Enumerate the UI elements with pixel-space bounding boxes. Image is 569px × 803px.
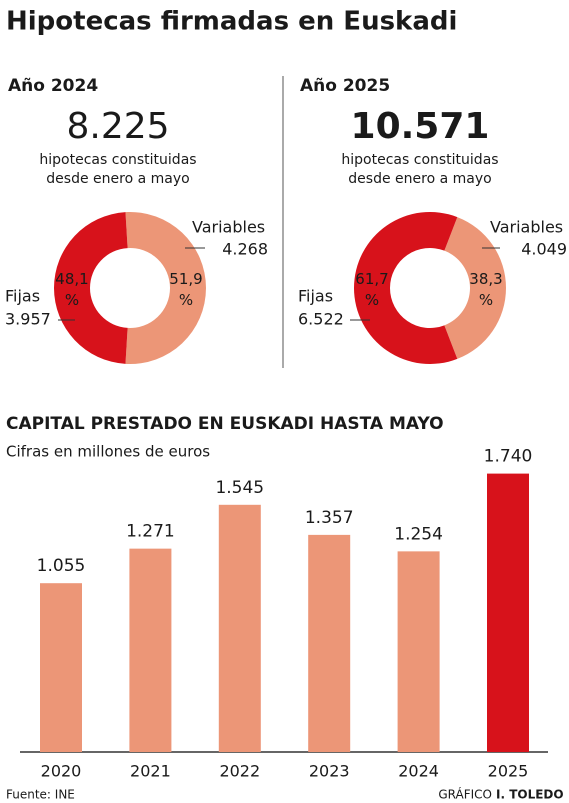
panel-title: Año 2024 [8,76,98,96]
value-label: 1.254 [394,524,443,544]
category-label: Fijas [298,287,333,306]
credit-label: GRÁFICO [438,787,492,802]
donut-slice [444,217,506,359]
count-label: 6.522 [298,310,344,329]
x-tick-label: 2022 [219,762,260,781]
value-label: 1.357 [305,508,354,528]
category-label: Variables [490,218,563,237]
panel-subtitle: desde enero a mayo [46,171,189,187]
x-tick-label: 2025 [488,762,529,781]
value-label: 1.055 [37,556,86,576]
bar [218,504,261,752]
x-tick-label: 2024 [398,762,439,781]
chart-subtitle: Cifras en millones de euros [6,443,210,461]
x-tick-label: 2023 [309,762,350,781]
chart-title: CAPITAL PRESTADO EN EUSKADI HASTA MAYO [6,414,444,434]
donut-slice [125,212,206,364]
bar [397,551,440,752]
value-label: 48,1% [55,270,88,309]
value-label: 38,3% [469,270,502,309]
panel-subtitle: hipotecas constituidas [39,152,196,168]
donut-slice [353,211,458,364]
bar [129,548,172,752]
value-label: 1.271 [126,522,175,542]
x-tick-label: 2021 [130,762,171,781]
category-label: Fijas [5,287,40,306]
panel-title: Año 2025 [300,76,390,96]
value-label: 1.740 [484,447,533,467]
value-label: 51,9% [169,270,202,309]
panel-subtitle: desde enero a mayo [348,171,491,187]
donut-slice [53,212,128,364]
count-label: 4.049 [521,240,567,259]
title: Hipotecas firmadas en Euskadi [6,7,457,37]
total: 8.225 [66,106,169,147]
source: Fuente: INE [6,788,75,802]
bar [40,583,82,752]
bar [308,534,351,752]
bar [487,473,529,752]
count-label: 4.268 [222,240,268,259]
x-tick-label: 2020 [41,762,82,781]
count-label: 3.957 [5,310,51,329]
category-label: Variables [192,218,265,237]
total: 10.571 [351,106,490,147]
credit-name: I. TOLEDO [496,788,564,802]
value-label: 61,7% [355,270,388,309]
value-label: 1.545 [215,478,264,498]
panel-subtitle: hipotecas constituidas [341,152,498,168]
